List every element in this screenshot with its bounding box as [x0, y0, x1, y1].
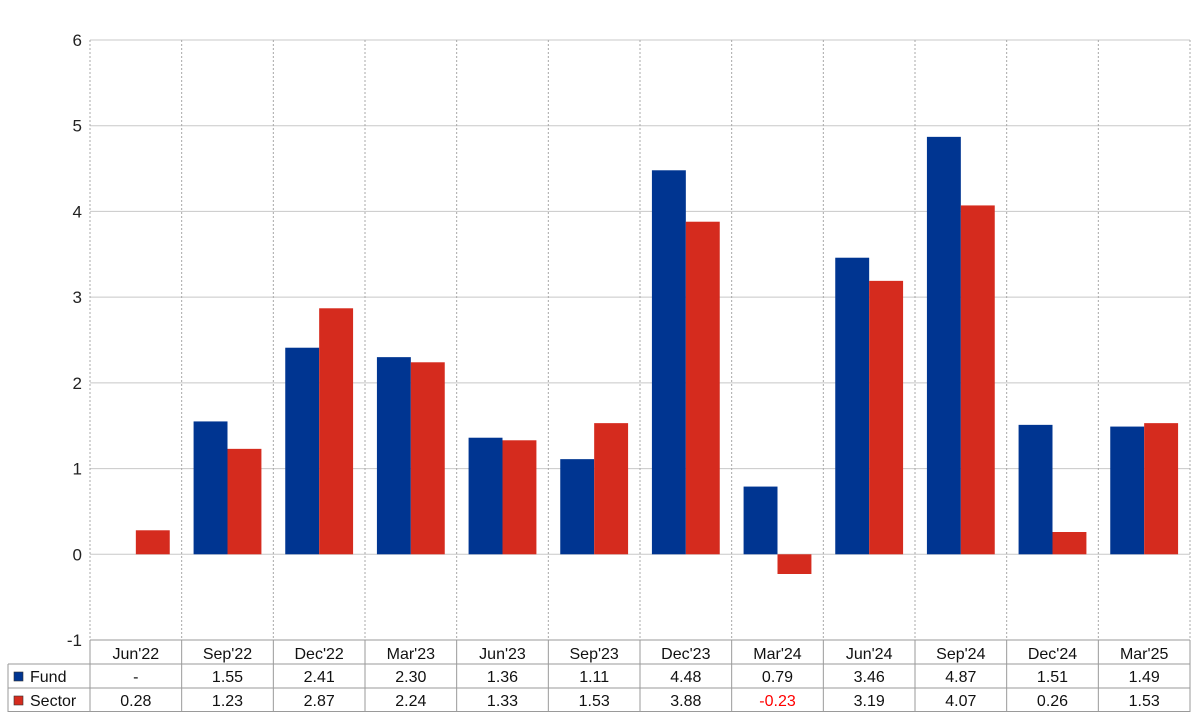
- data-label-fund: 2.41: [304, 669, 335, 686]
- x-category-label: Jun'24: [846, 646, 893, 663]
- bar-sector: [1144, 423, 1179, 555]
- x-category-label: Sep'22: [203, 646, 252, 663]
- data-label-sector: 3.88: [670, 693, 701, 710]
- data-label-fund: 4.87: [945, 669, 976, 686]
- data-label-sector: 2.87: [304, 693, 335, 710]
- data-label-sector: 1.53: [1129, 693, 1160, 710]
- bar-fund: [560, 459, 595, 555]
- bar-fund: [376, 357, 411, 555]
- bar-sector: [777, 554, 812, 574]
- series-name-sector: Sector: [30, 693, 77, 710]
- data-label-fund: 3.46: [854, 669, 885, 686]
- data-label-sector: 0.26: [1037, 693, 1068, 710]
- data-label-fund: 1.51: [1037, 669, 1068, 686]
- bar-sector: [685, 221, 720, 555]
- data-label-fund: 1.11: [579, 669, 609, 686]
- data-label-sector: 1.53: [579, 693, 610, 710]
- y-tick-label: -1: [67, 631, 82, 650]
- x-category-label: Mar'25: [1120, 646, 1169, 663]
- x-category-label: Dec'24: [1028, 646, 1077, 663]
- legend-swatch-fund: [13, 671, 24, 682]
- x-category-label: Dec'23: [661, 646, 710, 663]
- y-tick-label: 3: [73, 288, 82, 307]
- bar-sector: [1052, 532, 1087, 555]
- bar-fund: [743, 486, 778, 555]
- y-tick-label: 4: [73, 202, 82, 221]
- x-category-label: Mar'24: [753, 646, 802, 663]
- data-label-sector: 4.07: [945, 693, 976, 710]
- data-label-sector: 1.33: [487, 693, 518, 710]
- bar-fund: [835, 257, 870, 555]
- bar-sector: [319, 308, 354, 555]
- bar-sector: [960, 205, 995, 555]
- bar-fund: [1018, 424, 1053, 555]
- bar-fund: [468, 437, 503, 555]
- x-category-label: Sep'23: [570, 646, 619, 663]
- data-label-fund: 1.49: [1129, 669, 1160, 686]
- bar-sector: [227, 448, 262, 555]
- y-tick-label: 6: [73, 31, 82, 50]
- data-label-sector: 1.23: [212, 693, 243, 710]
- data-label-fund: 2.30: [395, 669, 426, 686]
- data-label-fund: 4.48: [670, 669, 701, 686]
- bar-sector: [410, 362, 445, 555]
- bar-fund: [1110, 426, 1145, 555]
- bar-sector: [869, 280, 904, 555]
- bar-sector: [135, 530, 170, 555]
- y-tick-label: 1: [73, 460, 82, 479]
- data-label-fund: 0.79: [762, 669, 793, 686]
- bar-fund: [651, 170, 686, 555]
- data-label-fund: 1.36: [487, 669, 518, 686]
- y-tick-label: 0: [73, 545, 82, 564]
- data-label-sector: 3.19: [854, 693, 885, 710]
- data-label-fund: 1.55: [212, 669, 243, 686]
- x-category-label: Sep'24: [936, 646, 985, 663]
- x-category-label: Jun'23: [479, 646, 526, 663]
- data-label-fund: -: [133, 669, 138, 686]
- bar-fund: [926, 136, 961, 555]
- series-name-fund: Fund: [30, 669, 66, 686]
- y-tick-label: 2: [73, 374, 82, 393]
- bar-sector: [502, 440, 537, 555]
- data-label-sector: 2.24: [395, 693, 426, 710]
- x-category-label: Mar'23: [387, 646, 436, 663]
- x-category-label: Dec'22: [295, 646, 344, 663]
- bar-fund: [193, 421, 228, 555]
- bar-fund: [285, 347, 320, 555]
- y-tick-label: 5: [73, 117, 82, 136]
- data-label-sector: -0.23: [759, 693, 796, 710]
- data-label-sector: 0.28: [120, 693, 151, 710]
- x-category-label: Jun'22: [113, 646, 160, 663]
- bar-sector: [594, 423, 629, 555]
- legend-swatch-sector: [13, 695, 24, 706]
